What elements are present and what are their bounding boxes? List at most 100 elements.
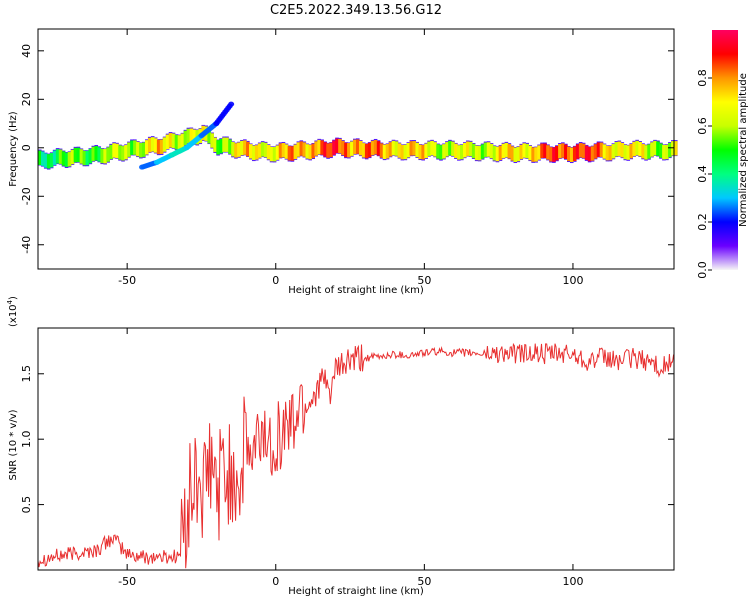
figure-title: C2E5.2022.349.13.56.G12: [270, 3, 442, 18]
spectrogram-ylabel: Frequency (Hz): [8, 111, 19, 187]
ridge-cell: [578, 143, 583, 158]
ridge-cell: [159, 139, 164, 154]
ridge-cell: [165, 134, 170, 150]
ridge-cell: [38, 150, 42, 165]
ridge-cell: [641, 143, 645, 159]
ridge-cell: [367, 142, 372, 158]
snr-marks: [37, 342, 675, 569]
ridge-cell: [650, 142, 654, 157]
ridge-cell: [133, 140, 137, 155]
ridge-cell: [186, 128, 191, 144]
ridge-cell: [382, 144, 387, 160]
colorbar-tick-label: 0.6: [696, 117, 709, 135]
ridge-cell: [320, 140, 324, 155]
ridge-cell: [674, 141, 678, 156]
ridge-cell: [409, 141, 414, 156]
ridge-cell: [457, 145, 461, 160]
ridge-cell: [504, 142, 509, 158]
ridge-cell: [347, 143, 351, 158]
ridge-cell: [471, 143, 476, 159]
ridge-cell: [620, 142, 625, 158]
ridge-cell: [85, 150, 90, 166]
ridge-cell: [662, 145, 666, 160]
ridge-cell: [174, 134, 179, 150]
ridge-cell: [353, 139, 357, 155]
ridge-cell: [240, 140, 244, 156]
snr-scale-label: (x104): [6, 296, 19, 327]
colorbar-ticks: 0.0 0.2 0.4 0.6 0.8: [696, 69, 712, 279]
ridge-cell: [460, 144, 464, 160]
ridge-cell: [376, 141, 381, 156]
ridge-cell: [659, 143, 663, 158]
ridge-cell: [439, 145, 443, 160]
ridge-cell: [55, 149, 60, 164]
spec-ytick-label: 40: [20, 44, 33, 58]
ridge-cell: [480, 144, 485, 159]
ridge-cell: [644, 145, 648, 160]
ridge-cell: [257, 143, 262, 158]
ridge-cell: [314, 141, 318, 156]
ridge-cell: [302, 142, 307, 157]
snr-scale-close: ): [8, 296, 19, 300]
ridge-cell: [64, 152, 69, 167]
ridge-cell: [115, 143, 119, 159]
ridge-cell: [361, 143, 366, 158]
ridge-cell: [623, 144, 628, 160]
ridge-cell: [49, 152, 54, 168]
ridge-cell: [338, 138, 342, 154]
ridge-cell: [266, 145, 271, 160]
ridge-cell: [552, 147, 556, 162]
ridge-cell: [67, 151, 72, 167]
ridge-cell: [52, 150, 57, 166]
ridge-cell: [522, 143, 527, 158]
spectrogram-xlabel: Height of straight line (km): [288, 285, 424, 296]
ridge-cell: [332, 140, 336, 155]
ridge-cell: [278, 143, 283, 158]
ridge-cell: [412, 141, 417, 156]
ridge-cell: [668, 142, 672, 158]
spec-xtick-label: 50: [417, 274, 431, 287]
ridge-cell: [275, 145, 280, 160]
ridge-cell: [626, 145, 631, 160]
ridge-cell: [564, 144, 568, 160]
ridge-cell: [572, 146, 577, 161]
ridge-cell: [403, 144, 408, 160]
ridge-cell: [246, 141, 250, 157]
spectrogram-frame: [37, 28, 675, 270]
ridge-cell: [109, 144, 113, 160]
ridge-cell: [142, 142, 146, 157]
ridge-cell: [335, 138, 339, 154]
ridge-cell: [323, 142, 327, 157]
ridge-cell: [617, 141, 622, 156]
ridge-cell: [397, 143, 402, 158]
snr-xtick-label: -50: [118, 575, 136, 588]
colorbar-tick-label: 0.4: [696, 165, 709, 183]
ridge-cell: [237, 142, 241, 157]
ridge-cell: [358, 140, 363, 156]
ridge-cell: [430, 140, 434, 156]
ridge-cell: [326, 143, 330, 158]
branch-cell: [228, 101, 235, 107]
ridge-cell: [632, 141, 636, 157]
ridge-cell: [356, 139, 360, 154]
ridge-cell: [317, 139, 321, 155]
colorbar-tick-label: 0.8: [696, 69, 709, 87]
ridge-cell: [433, 142, 437, 157]
ridge-cell: [498, 145, 503, 161]
snr-xtick-label: 0: [272, 575, 279, 588]
ridge-cell: [486, 142, 491, 157]
ridge-cell: [501, 143, 506, 159]
spectrogram-ticks: -50 0 50 100 -40 -20 0 20 40: [20, 29, 674, 287]
ridge-cell: [73, 147, 78, 163]
ridge-cell: [510, 146, 515, 161]
ridge-cell: [344, 142, 348, 158]
ridge-cell: [442, 144, 446, 159]
ridge-cell: [183, 130, 188, 146]
ridge-cell: [546, 145, 550, 160]
ridge-cell: [249, 144, 253, 159]
ridge-cell: [513, 147, 518, 162]
spectrogram-marks: [38, 101, 678, 170]
ridge-cell: [424, 143, 428, 158]
ridge-cell: [207, 129, 211, 144]
